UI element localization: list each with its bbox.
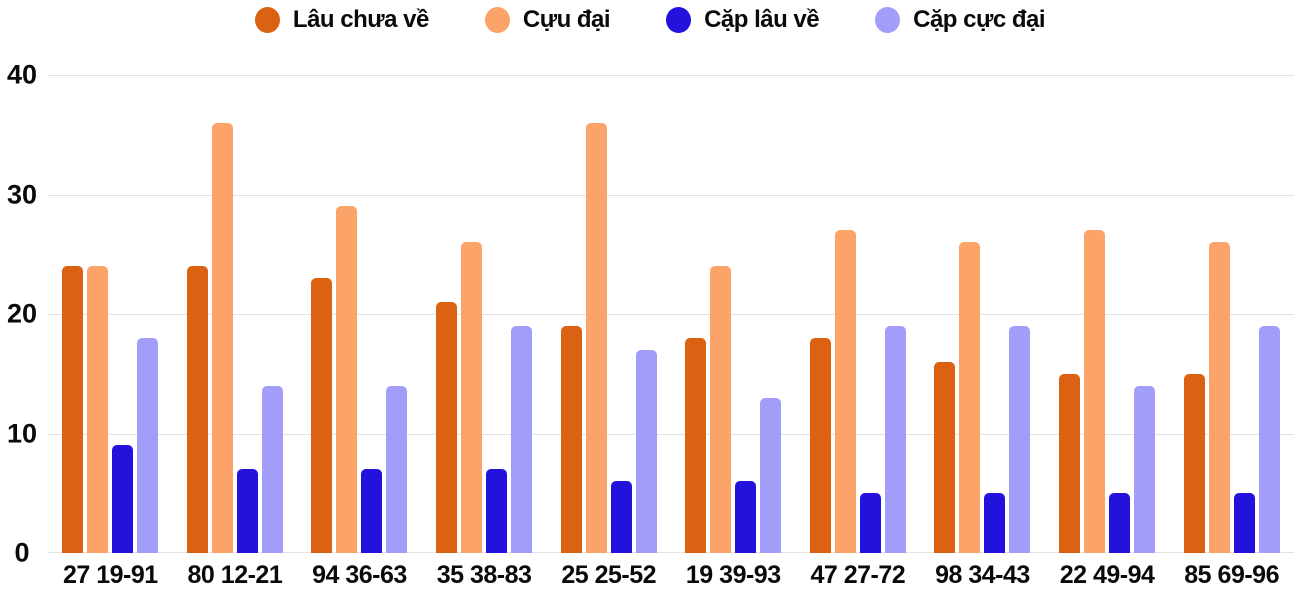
bar-groups-layer [48, 75, 1294, 553]
x-tick-label: 35 38-83 [436, 561, 532, 589]
x-tick-label: 25 25-52 [561, 561, 657, 589]
bar[interactable] [685, 337, 707, 553]
bar[interactable] [1208, 242, 1230, 553]
legend-label: Lâu chưa về [292, 6, 429, 33]
bar[interactable] [137, 337, 159, 553]
y-tick-label: 20 [6, 298, 38, 329]
bar[interactable] [261, 385, 283, 553]
bar[interactable] [62, 266, 84, 553]
bar[interactable] [1258, 325, 1280, 553]
legend-item[interactable]: Cựu đại [484, 6, 611, 34]
bar[interactable] [386, 385, 408, 553]
bar[interactable] [760, 397, 782, 553]
bar[interactable] [336, 206, 358, 553]
gridline [48, 75, 1294, 76]
legend-swatch-icon [666, 7, 692, 33]
bar[interactable] [1109, 493, 1131, 553]
legend-item[interactable]: Cặp lâu về [666, 6, 820, 34]
bar[interactable] [934, 361, 956, 553]
x-tick-label: 27 19-91 [62, 561, 158, 589]
bar[interactable] [710, 266, 732, 553]
bar[interactable] [1134, 385, 1156, 553]
x-tick-label: 98 34-43 [935, 561, 1030, 589]
bar[interactable] [585, 122, 607, 553]
bar[interactable] [112, 445, 134, 553]
bar[interactable] [610, 481, 632, 553]
legend-label: Cặp lâu về [704, 6, 820, 33]
bar[interactable] [560, 325, 582, 553]
legend-swatch-icon [484, 7, 510, 33]
bar-group [297, 75, 422, 553]
bar-group [1169, 75, 1294, 553]
legend-item[interactable]: Cặp cực đại [875, 6, 1046, 34]
bar-group [546, 75, 671, 553]
bar[interactable] [884, 325, 906, 553]
bar[interactable] [1084, 230, 1106, 553]
bar[interactable] [461, 242, 483, 553]
x-tick-label: 94 36-63 [312, 561, 407, 589]
bar-group [920, 75, 1045, 553]
y-tick-label: 30 [6, 179, 38, 209]
x-tick-label: 85 69-96 [1184, 561, 1279, 589]
bar[interactable] [511, 325, 533, 553]
bar[interactable] [735, 481, 757, 553]
bar[interactable] [959, 242, 981, 553]
bar[interactable] [87, 266, 109, 553]
bar-group [173, 75, 298, 553]
bar[interactable] [236, 469, 258, 553]
bar[interactable] [859, 493, 881, 553]
bar-group [422, 75, 547, 553]
bar[interactable] [186, 266, 208, 553]
gridline [48, 314, 1294, 315]
bar[interactable] [361, 469, 383, 553]
legend-swatch-icon [254, 7, 280, 33]
bar[interactable] [834, 230, 856, 553]
gridline [48, 194, 1294, 196]
x-tick-label: 22 49-94 [1059, 561, 1155, 589]
legend-swatch-icon [875, 7, 901, 33]
bar-group [796, 75, 921, 553]
x-tick-label: 47 27-72 [810, 561, 906, 589]
y-tick-label: 10 [6, 418, 38, 448]
x-axis-labels: 27 19-91 80 12-21 94 36-63 35 38-83 25 25-52… [48, 557, 1294, 593]
bar[interactable] [809, 337, 831, 553]
gridline [48, 433, 1294, 435]
bar[interactable] [436, 302, 458, 553]
x-tick-label: 19 39-93 [685, 561, 781, 589]
bar[interactable] [1009, 325, 1031, 553]
bar[interactable] [1183, 373, 1205, 553]
bar[interactable] [311, 278, 333, 553]
bar[interactable] [486, 469, 508, 553]
bar[interactable] [984, 493, 1006, 553]
y-tick-label: 40 [6, 59, 38, 90]
y-axis-labels: 0 10 20 30 40 [0, 61, 44, 566]
x-tick-label: 80 12-21 [187, 561, 283, 589]
legend-item[interactable]: Lâu chưa về [254, 6, 429, 34]
bar[interactable] [211, 122, 233, 553]
bar[interactable] [1059, 373, 1081, 553]
bar[interactable] [1233, 493, 1255, 553]
legend-label: Cựu đại [522, 6, 611, 33]
plot-area [48, 75, 1294, 553]
legend-label: Cặp cực đại [913, 6, 1046, 33]
bar-group [48, 75, 173, 553]
gridline [48, 552, 1294, 553]
y-tick-label: 0 [14, 537, 30, 568]
bar[interactable] [635, 349, 657, 553]
bar-group [671, 75, 796, 553]
chart-legend: Lâu chưa về Cựu đại Cặp lâu về Cặp cực đại [0, 6, 1300, 34]
bar-group [1045, 75, 1170, 553]
